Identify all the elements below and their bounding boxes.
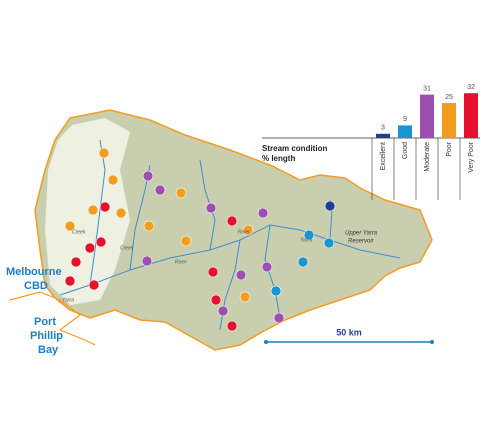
scale-label: 50 km xyxy=(336,327,362,337)
value-label: 3 xyxy=(381,125,385,132)
city-label: Melbourne xyxy=(6,266,62,278)
bar xyxy=(442,103,456,138)
scale-end xyxy=(430,340,434,344)
category-label: Excellent xyxy=(380,142,387,170)
site-dot xyxy=(175,187,187,199)
site-dots xyxy=(64,147,336,332)
chart-subtitle: % length xyxy=(262,154,295,163)
bar xyxy=(376,133,390,138)
site-dot xyxy=(141,255,153,267)
place-labels: Melbourne CBD Port Phillip Bay xyxy=(6,266,63,356)
site-dot xyxy=(107,174,119,186)
site-dot xyxy=(99,201,111,213)
site-dot xyxy=(303,229,315,241)
river-label: River xyxy=(175,259,187,265)
river-label: Creek xyxy=(120,245,134,251)
bay-label: Phillip xyxy=(30,330,63,342)
chart-title: Stream condition xyxy=(262,144,327,153)
catchment-area xyxy=(34,109,433,351)
reservoir-label: Reservoir xyxy=(348,239,375,245)
site-dot xyxy=(180,235,192,247)
site-dot xyxy=(297,256,309,268)
scale-bar: 50 km xyxy=(264,327,434,344)
site-dot xyxy=(239,291,251,303)
river xyxy=(264,224,281,319)
site-dot xyxy=(70,256,82,268)
site-dot xyxy=(226,215,238,227)
category-label: Moderate xyxy=(424,142,431,172)
bar xyxy=(420,94,434,138)
site-dot xyxy=(324,200,336,212)
site-dot xyxy=(207,266,219,278)
site-dot xyxy=(64,220,76,232)
site-dot xyxy=(95,236,107,248)
site-dot xyxy=(273,312,285,324)
urban-area xyxy=(45,118,130,305)
site-dot xyxy=(242,224,254,236)
site-dot xyxy=(115,207,127,219)
site-dot xyxy=(88,279,100,291)
site-dot xyxy=(64,275,76,287)
site-dot xyxy=(323,237,335,249)
site-dot xyxy=(217,305,229,317)
value-label: 32 xyxy=(467,84,475,91)
catchment: Yarra Yarra River River Creek Creek Uppe… xyxy=(9,109,433,351)
bar xyxy=(464,93,478,138)
category-label: Very Poor xyxy=(468,141,475,172)
river xyxy=(89,139,106,286)
value-label: 25 xyxy=(445,94,453,101)
site-dot xyxy=(142,170,154,182)
bay-label: Bay xyxy=(38,344,59,356)
site-dot xyxy=(226,320,238,332)
scale-end xyxy=(264,340,268,344)
site-dot xyxy=(270,285,282,297)
bay-label: Port xyxy=(34,316,56,328)
site-dot xyxy=(154,184,166,196)
site-dot xyxy=(84,242,96,254)
site-dot xyxy=(235,269,247,281)
coastline xyxy=(9,291,96,346)
site-dot xyxy=(205,202,217,214)
site-dot xyxy=(143,220,155,232)
site-dot xyxy=(257,207,269,219)
value-label: 31 xyxy=(423,85,431,92)
site-dot xyxy=(261,261,273,273)
river-label: Yarra xyxy=(62,297,74,303)
city-label: CBD xyxy=(24,280,48,292)
bar xyxy=(398,125,412,138)
site-dot xyxy=(87,204,99,216)
reservoir-label: Upper Yarra xyxy=(345,231,378,237)
river-label: Yarra xyxy=(300,237,312,243)
value-label: 9 xyxy=(403,116,407,123)
river-label: Creek xyxy=(72,229,86,235)
site-dot xyxy=(98,147,110,159)
category-label: Good xyxy=(402,142,409,159)
river-label: River xyxy=(238,229,250,235)
category-label: Poor xyxy=(446,141,453,156)
condition-chart: Stream condition % length 3 Excellent 9 Goo… xyxy=(262,84,480,200)
site-dot xyxy=(210,294,222,306)
